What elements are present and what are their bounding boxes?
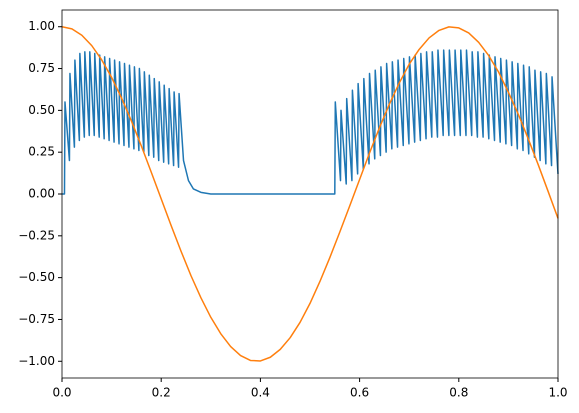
y-tick-label: 0.00 [28,187,55,201]
x-tick-label: 0.0 [52,386,71,400]
y-tick-label: −0.75 [18,312,55,326]
x-tick-label: 0.4 [251,386,270,400]
y-tick-label: −0.25 [18,228,55,242]
y-tick-label: 0.75 [28,61,55,75]
data-line [61,25,559,362]
y-tick-label: 0.50 [28,103,55,117]
x-tick-label: 1.0 [548,386,567,400]
y-tick-label: −0.50 [18,270,55,284]
data-line [62,49,559,195]
plot-frame [61,9,559,379]
y-tick-label: 1.00 [28,19,55,33]
x-tick-label: 0.8 [449,386,468,400]
x-tick-label: 0.2 [152,386,171,400]
y-tick-label: 0.25 [28,145,55,159]
y-tick-label: −1.00 [18,354,55,368]
x-tick-label: 0.6 [350,386,369,400]
